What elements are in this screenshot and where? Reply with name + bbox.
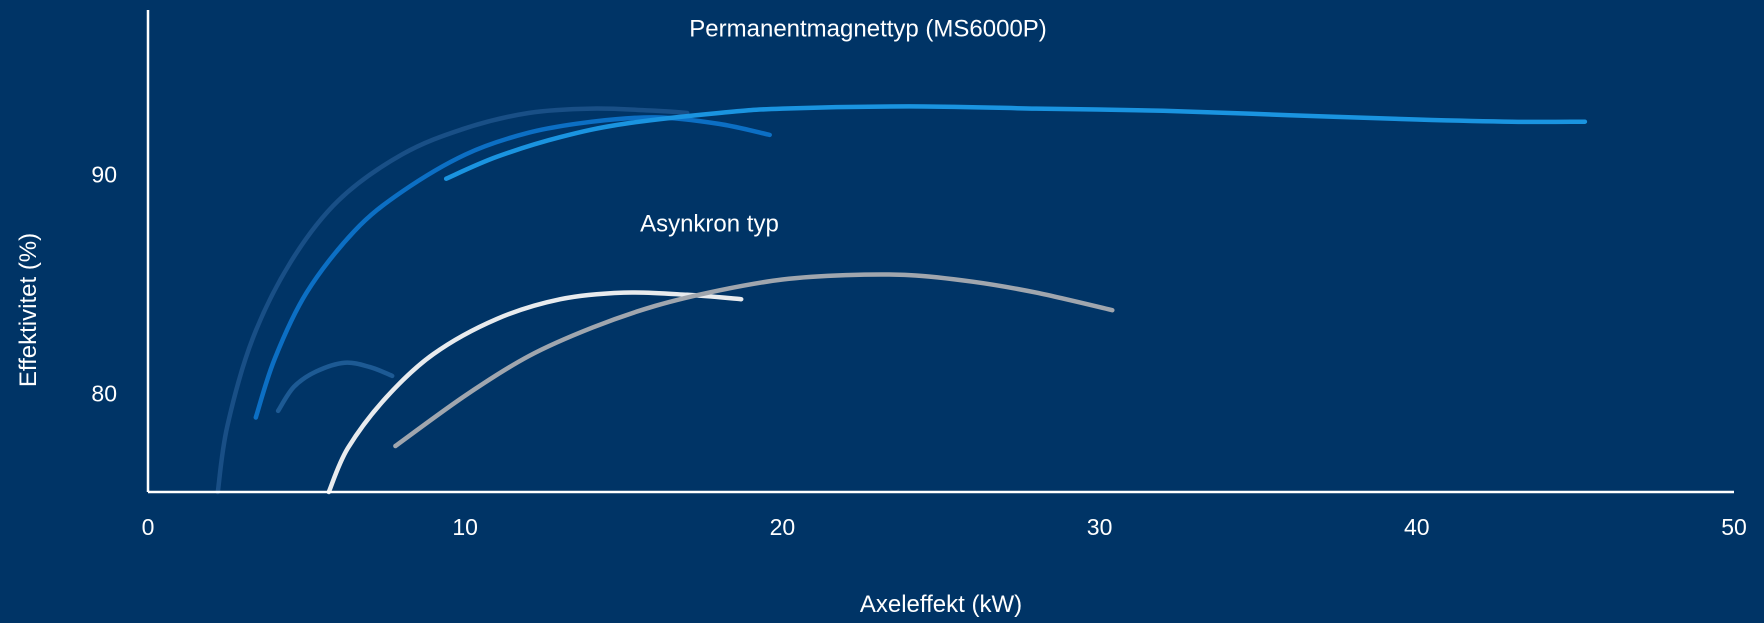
series-group-annotation: Permanentmagnettyp (MS6000P): [689, 15, 1047, 42]
series-line-2: [253, 115, 772, 420]
y-axis-title: Effektivitet (%): [15, 233, 42, 387]
series-line-3: [443, 104, 1588, 181]
tick-label-group: 0 10 20 30 40 50 80 90: [91, 161, 1746, 540]
x-axis-title: Axeleffekt (kW): [860, 591, 1022, 618]
series-group-annotation: Asynkron typ: [640, 210, 779, 237]
annotation-group: Permanentmagnettyp (MS6000P) Asynkron typ: [640, 15, 1047, 237]
curve-group: [215, 104, 1588, 495]
x-tick-label: 50: [1721, 514, 1747, 540]
x-tick-label: 30: [1087, 514, 1113, 540]
axes-group: [146, 10, 1734, 494]
series-line-1: [215, 106, 690, 495]
series-line-4: [275, 360, 395, 414]
x-tick-label: 20: [770, 514, 796, 540]
y-tick-label: 80: [91, 380, 117, 406]
series-line-5: [326, 290, 744, 495]
x-tick-label: 10: [452, 514, 478, 540]
series-line-6: [393, 272, 1115, 449]
x-tick-label: 0: [142, 514, 155, 540]
y-tick-label: 90: [91, 161, 117, 187]
x-tick-label: 40: [1404, 514, 1430, 540]
